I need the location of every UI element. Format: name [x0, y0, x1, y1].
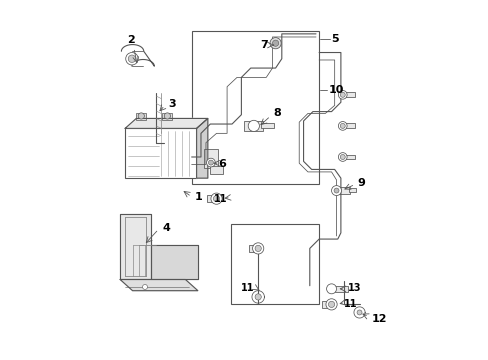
Circle shape — [356, 310, 361, 315]
Circle shape — [210, 193, 222, 204]
Polygon shape — [196, 118, 207, 178]
Text: 10: 10 — [328, 85, 343, 95]
Polygon shape — [120, 214, 151, 279]
Polygon shape — [125, 118, 207, 129]
Text: 12: 12 — [370, 314, 386, 324]
Bar — [338, 188, 349, 194]
Text: 1: 1 — [194, 192, 202, 202]
Circle shape — [208, 160, 213, 165]
Circle shape — [269, 37, 281, 49]
Circle shape — [328, 301, 334, 307]
Bar — [244, 121, 263, 131]
Bar — [203, 149, 217, 167]
Text: 9: 9 — [357, 178, 365, 188]
Circle shape — [125, 53, 138, 65]
Circle shape — [252, 243, 263, 254]
Bar — [348, 188, 356, 192]
Circle shape — [206, 158, 215, 167]
Circle shape — [255, 294, 261, 300]
Text: 3: 3 — [168, 99, 176, 108]
Circle shape — [128, 55, 135, 63]
Text: 7: 7 — [260, 40, 267, 50]
Circle shape — [138, 113, 144, 119]
Circle shape — [326, 284, 336, 294]
Bar — [261, 123, 273, 129]
Circle shape — [340, 123, 345, 129]
Circle shape — [213, 195, 219, 202]
Bar — [345, 92, 354, 97]
Circle shape — [340, 92, 345, 97]
Text: 5: 5 — [331, 34, 339, 44]
Text: 13: 13 — [347, 283, 361, 293]
Circle shape — [164, 113, 170, 119]
Bar — [230, 224, 319, 304]
Circle shape — [331, 186, 341, 195]
Text: 11: 11 — [343, 299, 357, 309]
Text: 11: 11 — [213, 194, 226, 204]
Circle shape — [338, 153, 346, 161]
Bar — [345, 123, 354, 129]
Bar — [322, 301, 329, 308]
Bar — [335, 286, 347, 292]
Circle shape — [255, 245, 261, 252]
Circle shape — [338, 90, 346, 99]
Polygon shape — [151, 245, 198, 279]
Bar — [207, 195, 214, 202]
Circle shape — [338, 122, 346, 130]
Text: 4: 4 — [162, 223, 170, 233]
Polygon shape — [120, 279, 198, 291]
Bar — [191, 31, 319, 184]
Circle shape — [142, 284, 147, 289]
Bar — [210, 166, 222, 174]
Text: 6: 6 — [218, 159, 226, 170]
Bar — [125, 129, 196, 178]
Text: 2: 2 — [127, 35, 135, 45]
Circle shape — [272, 40, 278, 46]
Circle shape — [325, 299, 336, 310]
Circle shape — [340, 154, 345, 159]
Circle shape — [333, 188, 338, 193]
Bar — [162, 113, 172, 120]
Text: 8: 8 — [272, 108, 280, 118]
Bar — [136, 113, 146, 120]
Circle shape — [248, 120, 259, 131]
Text: 11: 11 — [241, 283, 254, 293]
Bar — [248, 245, 256, 252]
Bar — [345, 154, 354, 159]
